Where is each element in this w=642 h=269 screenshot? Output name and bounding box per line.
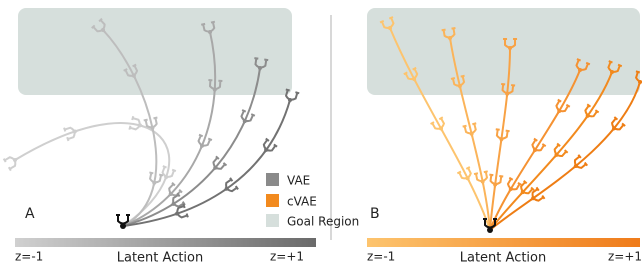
- origin: [487, 227, 493, 233]
- origin: [120, 223, 126, 229]
- legend-label: Goal Region: [287, 215, 359, 229]
- goal-region: [18, 8, 292, 95]
- panel-label: B: [370, 206, 380, 222]
- goal-region: [367, 8, 640, 95]
- scale-max: z=+1: [608, 250, 642, 264]
- trajectory: [15, 123, 169, 226]
- legend-swatch: [266, 173, 279, 186]
- panel-label: A: [25, 206, 35, 222]
- gripper: [4, 152, 21, 170]
- legend-label: cVAE: [287, 195, 317, 209]
- trajectory: [123, 100, 290, 226]
- legend-swatch: [266, 194, 279, 207]
- scale-min: z=-1: [15, 250, 43, 264]
- legend-label: VAE: [287, 174, 310, 188]
- scale-title: Latent Action: [460, 251, 547, 266]
- latent-scale: [367, 238, 640, 247]
- latent-scale: [15, 238, 316, 247]
- scale-min: z=-1: [367, 250, 395, 264]
- trajectory: [490, 82, 640, 230]
- figure: VAE cVAE Goal Region A B z=-1 Latent Act…: [0, 0, 642, 265]
- legend-swatch: [266, 214, 279, 227]
- scale-title: Latent Action: [117, 251, 204, 266]
- scale-max: z=+1: [270, 250, 304, 264]
